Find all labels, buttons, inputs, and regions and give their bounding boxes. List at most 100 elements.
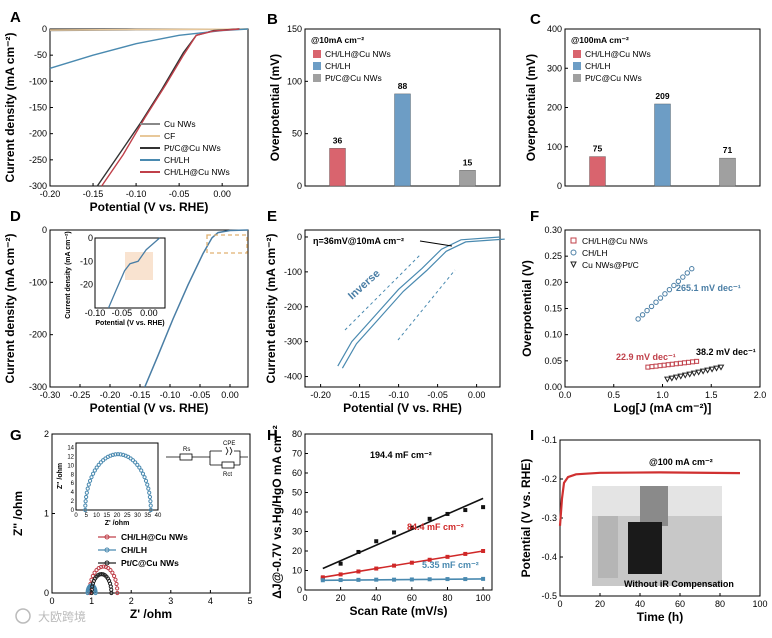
nyquist-point	[108, 568, 113, 573]
y-tick-label: -0.1	[541, 435, 557, 445]
inset-point	[89, 475, 94, 480]
data-point	[690, 359, 696, 365]
photo-clamp	[640, 486, 668, 526]
bar	[329, 148, 346, 187]
y-tick-label: -300	[29, 382, 47, 392]
data-point	[635, 316, 641, 322]
inset-x-tick: 5	[85, 513, 89, 519]
y-tick-label: -300	[29, 181, 47, 191]
bar	[589, 156, 606, 187]
legend-label: Pt/C@Cu NWs	[325, 73, 382, 83]
nyquist-point	[114, 581, 119, 587]
data-point	[657, 295, 664, 301]
data-point	[463, 551, 468, 556]
x-tick-label: 40	[635, 599, 645, 609]
legend-label: Pt/C@Cu NWs	[164, 143, 221, 153]
legend-marker	[570, 249, 577, 256]
x-tick-label: 20	[336, 593, 346, 603]
y-axis-label: Current density (mA cm⁻²)	[264, 234, 278, 384]
data-point	[481, 505, 486, 510]
watermark-logo	[15, 608, 31, 624]
legend-swatch	[573, 74, 581, 82]
data-point	[690, 370, 698, 377]
nyquist-point	[101, 564, 106, 569]
y-tick-label: 40	[292, 507, 302, 517]
inset-point	[139, 468, 144, 473]
y-tick-label: -0.4	[541, 552, 557, 562]
data-point	[356, 569, 361, 574]
guide-line	[397, 269, 456, 341]
y-tick-label: -0.2	[541, 474, 557, 484]
annotation-arrow	[419, 240, 453, 247]
bar	[394, 93, 411, 187]
plot-frame-A	[49, 28, 249, 187]
legend-label: Cu NWs	[164, 119, 196, 129]
bar-value-label: 88	[398, 81, 408, 91]
data-point	[427, 577, 432, 582]
panel-letter: G	[10, 427, 22, 444]
photo-beaker-wall	[598, 516, 618, 578]
y-tick-label: 2	[44, 429, 49, 439]
legend-label: CH/LH@Cu NWs	[582, 236, 648, 246]
data-point	[684, 270, 690, 276]
data-point	[356, 549, 361, 554]
y-axis-label: Overpotential (V)	[520, 260, 534, 357]
inset-x-label: Z' /ohm	[105, 520, 130, 527]
y-tick-label: -250	[29, 155, 47, 165]
y-tick-label: 0.05	[544, 356, 562, 366]
inset-point	[147, 490, 152, 495]
fit-line-1	[322, 550, 484, 579]
x-tick-label: -0.10	[126, 189, 147, 199]
y-axis-label: Potential (V vs. RHE)	[519, 459, 533, 578]
data-point	[666, 286, 673, 293]
inset-y-tick: 8	[71, 472, 75, 478]
x-tick-label: -0.20	[310, 390, 331, 400]
inset-point	[147, 494, 153, 500]
nyquist-point	[89, 587, 94, 592]
inset-y-label: Current density (mA cm⁻²)	[65, 231, 72, 318]
data-point	[681, 372, 689, 379]
y-tick-label: 100	[547, 142, 562, 152]
x-tick-label: -0.15	[349, 390, 370, 400]
inset-x-tick: 30	[134, 513, 141, 519]
inset-point	[84, 490, 89, 495]
data-point	[657, 363, 663, 369]
data-point	[673, 361, 679, 367]
inset-y-tick: 2	[71, 499, 75, 505]
x-tick-label: 0.00	[213, 189, 231, 199]
inset-x-tick: 25	[124, 513, 131, 519]
y-tick-label: 0.00	[544, 382, 562, 392]
legend-label: Cu NWs@Pt/C	[582, 260, 639, 270]
y-tick-label: 0	[42, 24, 47, 34]
legend-label: CH/LH	[325, 61, 351, 71]
x-tick-label: 2	[129, 596, 134, 606]
inset-point	[148, 503, 153, 508]
y-tick-label: -200	[29, 330, 47, 340]
inset-point	[110, 452, 115, 457]
chart-header: @100mA cm⁻²	[571, 35, 629, 45]
x-tick-label: -0.20	[100, 390, 121, 400]
data-point	[669, 361, 675, 367]
y-tick-label: 400	[547, 24, 562, 34]
circuit-label: Rs	[183, 447, 190, 453]
plot-frame-E	[304, 229, 501, 388]
y-tick-label: 150	[287, 24, 302, 34]
data-point	[320, 578, 325, 583]
data-point	[713, 365, 720, 372]
data-point	[699, 368, 707, 375]
inset-y-tick: 12	[67, 454, 74, 460]
y-tick-label: -400	[284, 372, 302, 382]
y-tick-label: 30	[292, 527, 302, 537]
legend-label: CH/LH	[585, 61, 611, 71]
inset-point	[143, 478, 149, 483]
y-axis-label: Overpotential (mV)	[268, 54, 282, 161]
panel-letter: B	[267, 11, 278, 28]
y-tick-label: -200	[29, 129, 47, 139]
data-point	[445, 554, 450, 559]
x-tick-label: 0	[49, 596, 54, 606]
data-point	[445, 511, 450, 516]
nyquist-point	[115, 586, 120, 591]
nyquist-point	[92, 570, 97, 575]
x-tick-label: 0.0	[559, 390, 572, 400]
inset-y-tick: 14	[67, 445, 74, 451]
